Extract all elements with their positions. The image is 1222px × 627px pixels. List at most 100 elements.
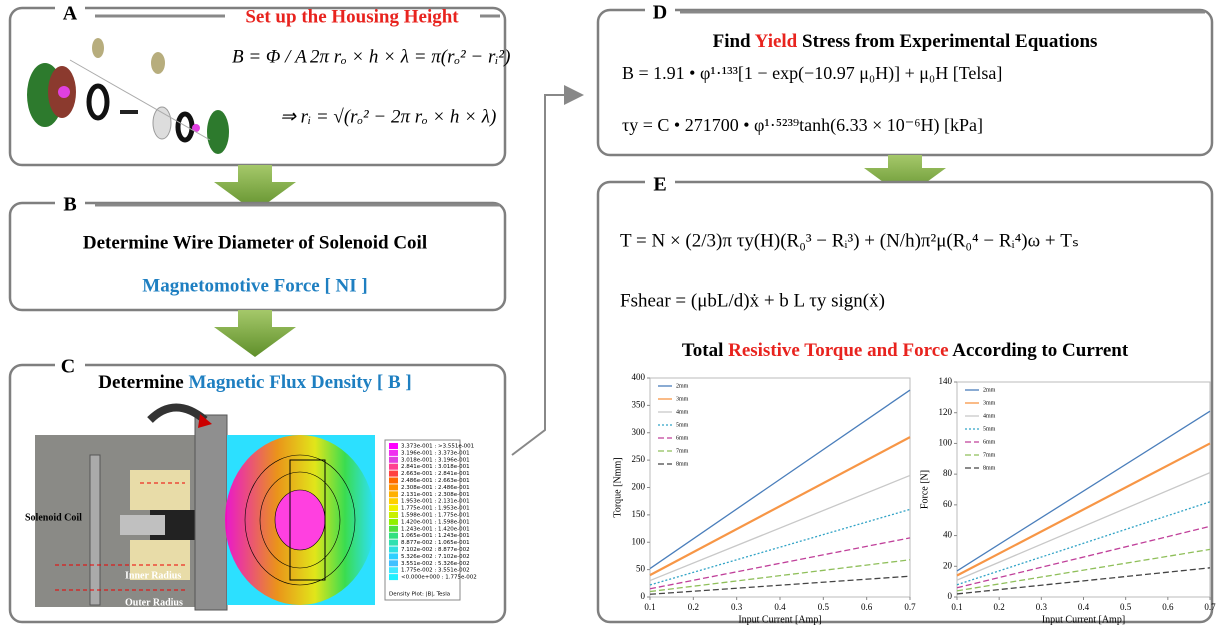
equation: ⇒ rᵢ = √(rₒ² − 2π rₒ × h × λ) bbox=[280, 106, 496, 127]
label: Solenoid Coil bbox=[25, 512, 82, 523]
equation: 2π rₒ × h × λ = π(rₒ² − rᵢ²) bbox=[310, 46, 510, 67]
panel-title: Determine Wire Diameter of Solenoid Coil bbox=[83, 232, 427, 253]
flux-plot bbox=[225, 435, 375, 605]
equation: B = Φ / A bbox=[232, 46, 307, 67]
legend-swatch bbox=[389, 553, 398, 559]
y-tick-label: 400 bbox=[632, 372, 646, 382]
y-tick-label: 140 bbox=[939, 376, 953, 386]
legend-label: 8mm bbox=[676, 461, 689, 467]
legend-label: 2.841e-001 : 3.018e-001 bbox=[401, 464, 470, 470]
equation: Fshear = (μbL/d)ẋ + b L τy sign(ẋ) bbox=[620, 290, 885, 311]
panel-title: Determine Magnetic Flux Density [ B ] bbox=[98, 372, 411, 393]
connector bbox=[512, 95, 580, 455]
panel-title: Total Resistive Torque and Force Accordi… bbox=[682, 340, 1129, 361]
x-axis-label: Input Current [Amp] bbox=[738, 614, 821, 625]
legend-label: 2.131e-001 : 2.308e-001 bbox=[401, 492, 470, 498]
y-tick-label: 0 bbox=[948, 591, 953, 601]
legend-label: 5.326e-002 : 7.102e-002 bbox=[401, 554, 470, 560]
x-tick-label: 0.7 bbox=[1204, 602, 1216, 612]
y-tick-label: 350 bbox=[632, 399, 646, 409]
y-tick-label: 20 bbox=[943, 560, 953, 570]
legend-label: 1.953e-001 : 2.131e-001 bbox=[401, 499, 470, 505]
legend-label: 3.196e-001 : 3.373e-001 bbox=[401, 450, 470, 456]
legend-swatch bbox=[389, 464, 398, 470]
y-tick-label: 200 bbox=[632, 482, 646, 492]
flow-arrow bbox=[214, 310, 296, 357]
legend-label: 3.373e-001 : >3.551e-001 bbox=[401, 444, 474, 450]
x-tick-label: 0.6 bbox=[861, 602, 873, 612]
y-axis-label: Force [N] bbox=[919, 470, 930, 509]
legend-swatch bbox=[389, 484, 398, 490]
y-tick-label: 40 bbox=[943, 530, 953, 540]
panel-letter: D bbox=[653, 2, 667, 24]
legend-label: 1.420e-001 : 1.598e-001 bbox=[401, 519, 470, 525]
legend-label: 5mm bbox=[676, 422, 689, 428]
legend-swatch bbox=[389, 505, 398, 511]
legend-swatch bbox=[389, 512, 398, 518]
legend-swatch bbox=[389, 443, 398, 449]
equation: T = N × (2/3)π τy(H)(R₀³ − Rᵢ³) + (N/h)π… bbox=[620, 230, 1079, 251]
legend-label: 6mm bbox=[676, 435, 689, 441]
legend-label: 6mm bbox=[983, 439, 996, 445]
legend-swatch bbox=[389, 567, 398, 573]
x-tick-label: 0.5 bbox=[1120, 602, 1132, 612]
title-part: Stress bbox=[802, 31, 850, 52]
legend-swatch bbox=[389, 491, 398, 497]
panel-subtitle: Magnetomotive Force [ NI ] bbox=[142, 275, 367, 296]
panel-title: Set up the Housing Height bbox=[245, 6, 459, 27]
y-tick-label: 60 bbox=[943, 499, 953, 509]
legend-swatch bbox=[389, 519, 398, 525]
title-part: Find bbox=[713, 31, 751, 52]
x-tick-label: 0.1 bbox=[951, 602, 962, 612]
legend-swatch bbox=[389, 478, 398, 484]
x-tick-label: 0.1 bbox=[644, 602, 655, 612]
legend-label: 5mm bbox=[983, 426, 996, 432]
x-tick-label: 0.7 bbox=[904, 602, 916, 612]
x-tick-label: 0.2 bbox=[994, 602, 1005, 612]
legend-swatch bbox=[389, 526, 398, 532]
y-tick-label: 120 bbox=[939, 407, 953, 417]
y-tick-label: 50 bbox=[636, 564, 646, 574]
legend-label: 8.877e-002 : 1.065e-001 bbox=[401, 540, 470, 546]
x-tick-label: 0.6 bbox=[1162, 602, 1174, 612]
legend-label: <0.000e+000 : 1.775e-002 bbox=[401, 575, 477, 581]
legend-label: 3.551e-002 : 5.326e-002 bbox=[401, 561, 470, 567]
y-tick-label: 150 bbox=[632, 509, 646, 519]
legend-swatch bbox=[389, 574, 398, 580]
legend-label: 7.102e-002 : 8.877e-002 bbox=[401, 547, 470, 553]
title-part: Resistive Torque and Force bbox=[728, 340, 948, 361]
title-part: Yield bbox=[755, 31, 798, 52]
title-part: According to Current bbox=[952, 340, 1129, 361]
x-tick-label: 0.5 bbox=[818, 602, 830, 612]
legend-label: 1.243e-001 : 1.420e-001 bbox=[401, 526, 470, 532]
title-part: Determine bbox=[98, 372, 183, 393]
legend-label: 3mm bbox=[676, 396, 689, 402]
equation: B = 1.91 • φ¹·¹³³[1 − exp(−10.97 μ₀H)] +… bbox=[622, 63, 1002, 84]
panel-title: Find Yield Stress from Experimental Equa… bbox=[713, 31, 1098, 52]
y-tick-label: 0 bbox=[641, 591, 646, 601]
x-tick-label: 0.4 bbox=[774, 602, 786, 612]
x-tick-label: 0.4 bbox=[1078, 602, 1090, 612]
legend-label: 3mm bbox=[983, 400, 996, 406]
x-axis-label: Input Current [Amp] bbox=[1042, 614, 1125, 625]
legend-label: 4mm bbox=[983, 413, 996, 419]
legend-label: 2.486e-001 : 2.663e-001 bbox=[401, 478, 470, 484]
legend-swatch bbox=[389, 450, 398, 456]
y-tick-label: 100 bbox=[632, 536, 646, 546]
y-tick-label: 100 bbox=[939, 437, 953, 447]
legend-label: 2.308e-001 : 2.486e-001 bbox=[401, 485, 470, 491]
label: Inner Radius bbox=[125, 570, 181, 581]
legend-label: 3.018e-001 : 3.196e-001 bbox=[401, 457, 470, 463]
legend-label: 4mm bbox=[676, 409, 689, 415]
legend-swatch bbox=[389, 471, 398, 477]
x-tick-label: 0.3 bbox=[1036, 602, 1048, 612]
title-part: from Experimental Equations bbox=[855, 31, 1097, 52]
x-tick-label: 0.3 bbox=[731, 602, 743, 612]
y-tick-label: 80 bbox=[943, 468, 953, 478]
legend-swatch bbox=[389, 533, 398, 539]
legend-label: 2.663e-001 : 2.841e-001 bbox=[401, 471, 470, 477]
panel-letter: E bbox=[653, 174, 666, 196]
legend-label: 7mm bbox=[676, 448, 689, 454]
legend-caption: Density Plot: |B|, Tesla bbox=[389, 592, 450, 598]
y-tick-label: 250 bbox=[632, 454, 646, 464]
